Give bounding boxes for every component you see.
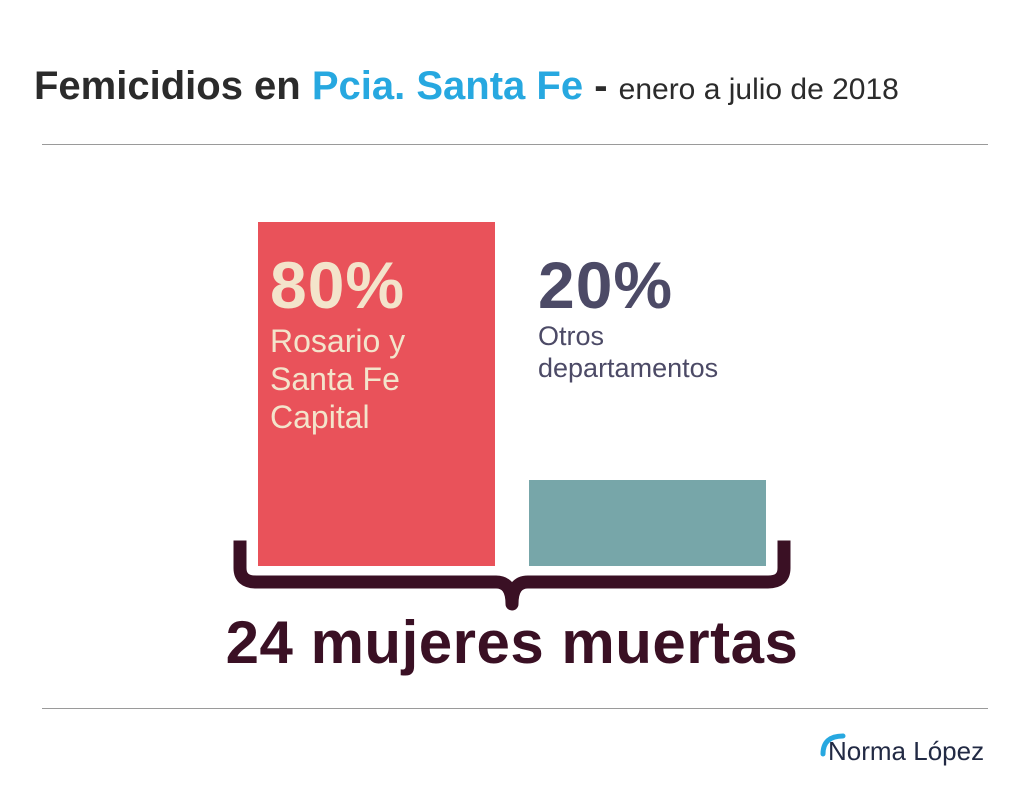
bar-category-label: Otros departamentos (538, 320, 778, 384)
bar-category-label: Rosario y Santa Fe Capital (270, 322, 490, 436)
bottom-divider (42, 708, 988, 709)
bar-label-rosario: 80% Rosario y Santa Fe Capital (270, 252, 490, 436)
page-title: Femicidios en Pcia. Santa Fe - enero a j… (34, 60, 1004, 112)
category-line: Santa Fe (270, 361, 400, 397)
title-main: Femicidios en (34, 64, 312, 108)
total-label: 24 mujeres muertas (225, 609, 799, 676)
bar-label-otros: 20% Otros departamentos (538, 252, 778, 384)
category-line: Rosario y (270, 323, 406, 359)
top-divider (42, 144, 988, 145)
title-date-range: enero a julio de 2018 (618, 73, 899, 106)
category-line: departamentos (538, 353, 719, 383)
brand-name: Norma López (828, 736, 985, 766)
category-line: Capital (270, 399, 370, 435)
bar-value-label: 20% (538, 248, 674, 322)
bar-value-label: 80% (270, 248, 406, 322)
bar-rosario-santa-fe (258, 222, 495, 566)
title-province: Pcia. Santa Fe (311, 64, 584, 108)
category-line: Otros (538, 321, 605, 351)
title-separator: - (583, 64, 619, 108)
brand-arc-icon (820, 733, 846, 757)
grouping-brace (233, 540, 791, 611)
brand-logo: Norma López (818, 728, 998, 768)
bars-group (258, 222, 766, 566)
bar-otros-departamentos (529, 480, 766, 566)
